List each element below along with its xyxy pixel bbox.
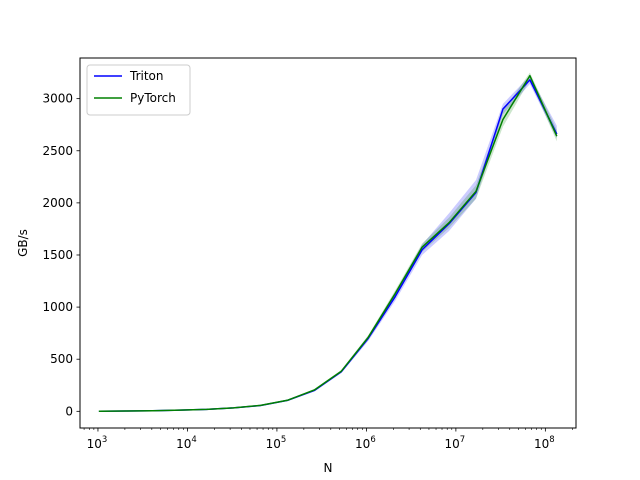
- y-axis-label: GB/s: [16, 229, 30, 257]
- x-tick-label: 103: [87, 435, 108, 451]
- legend-box: [86, 64, 191, 116]
- legend-label-triton: Triton: [129, 69, 164, 83]
- y-tick-label: 0: [65, 404, 73, 418]
- y-tick-label: 2500: [42, 144, 73, 158]
- x-tick-label: 106: [355, 435, 376, 451]
- x-tick-label: 107: [445, 435, 466, 451]
- x-axis-label: N: [324, 461, 333, 475]
- legend-label-pytorch: PyTorch: [130, 91, 176, 105]
- series-lines: [98, 74, 558, 412]
- series-line-pytorch: [98, 74, 558, 412]
- x-tick-label: 108: [534, 435, 555, 451]
- y-tick-label: 500: [50, 352, 73, 366]
- y-tick-label: 1000: [42, 300, 73, 314]
- y-tick-label: 2000: [42, 196, 73, 210]
- plot-frame: [79, 57, 577, 429]
- y-tick-label: 3000: [42, 92, 73, 106]
- y-tick-label: 1500: [42, 248, 73, 262]
- x-tick-label: 105: [266, 435, 287, 451]
- y-axis-ticks: 0 500 1000 1500 2000 2500 3000: [42, 92, 80, 418]
- x-tick-label: 104: [176, 435, 197, 451]
- x-axis-ticks: 103 104 105 106 107 108: [83, 428, 573, 451]
- legend: Triton PyTorch: [86, 64, 191, 116]
